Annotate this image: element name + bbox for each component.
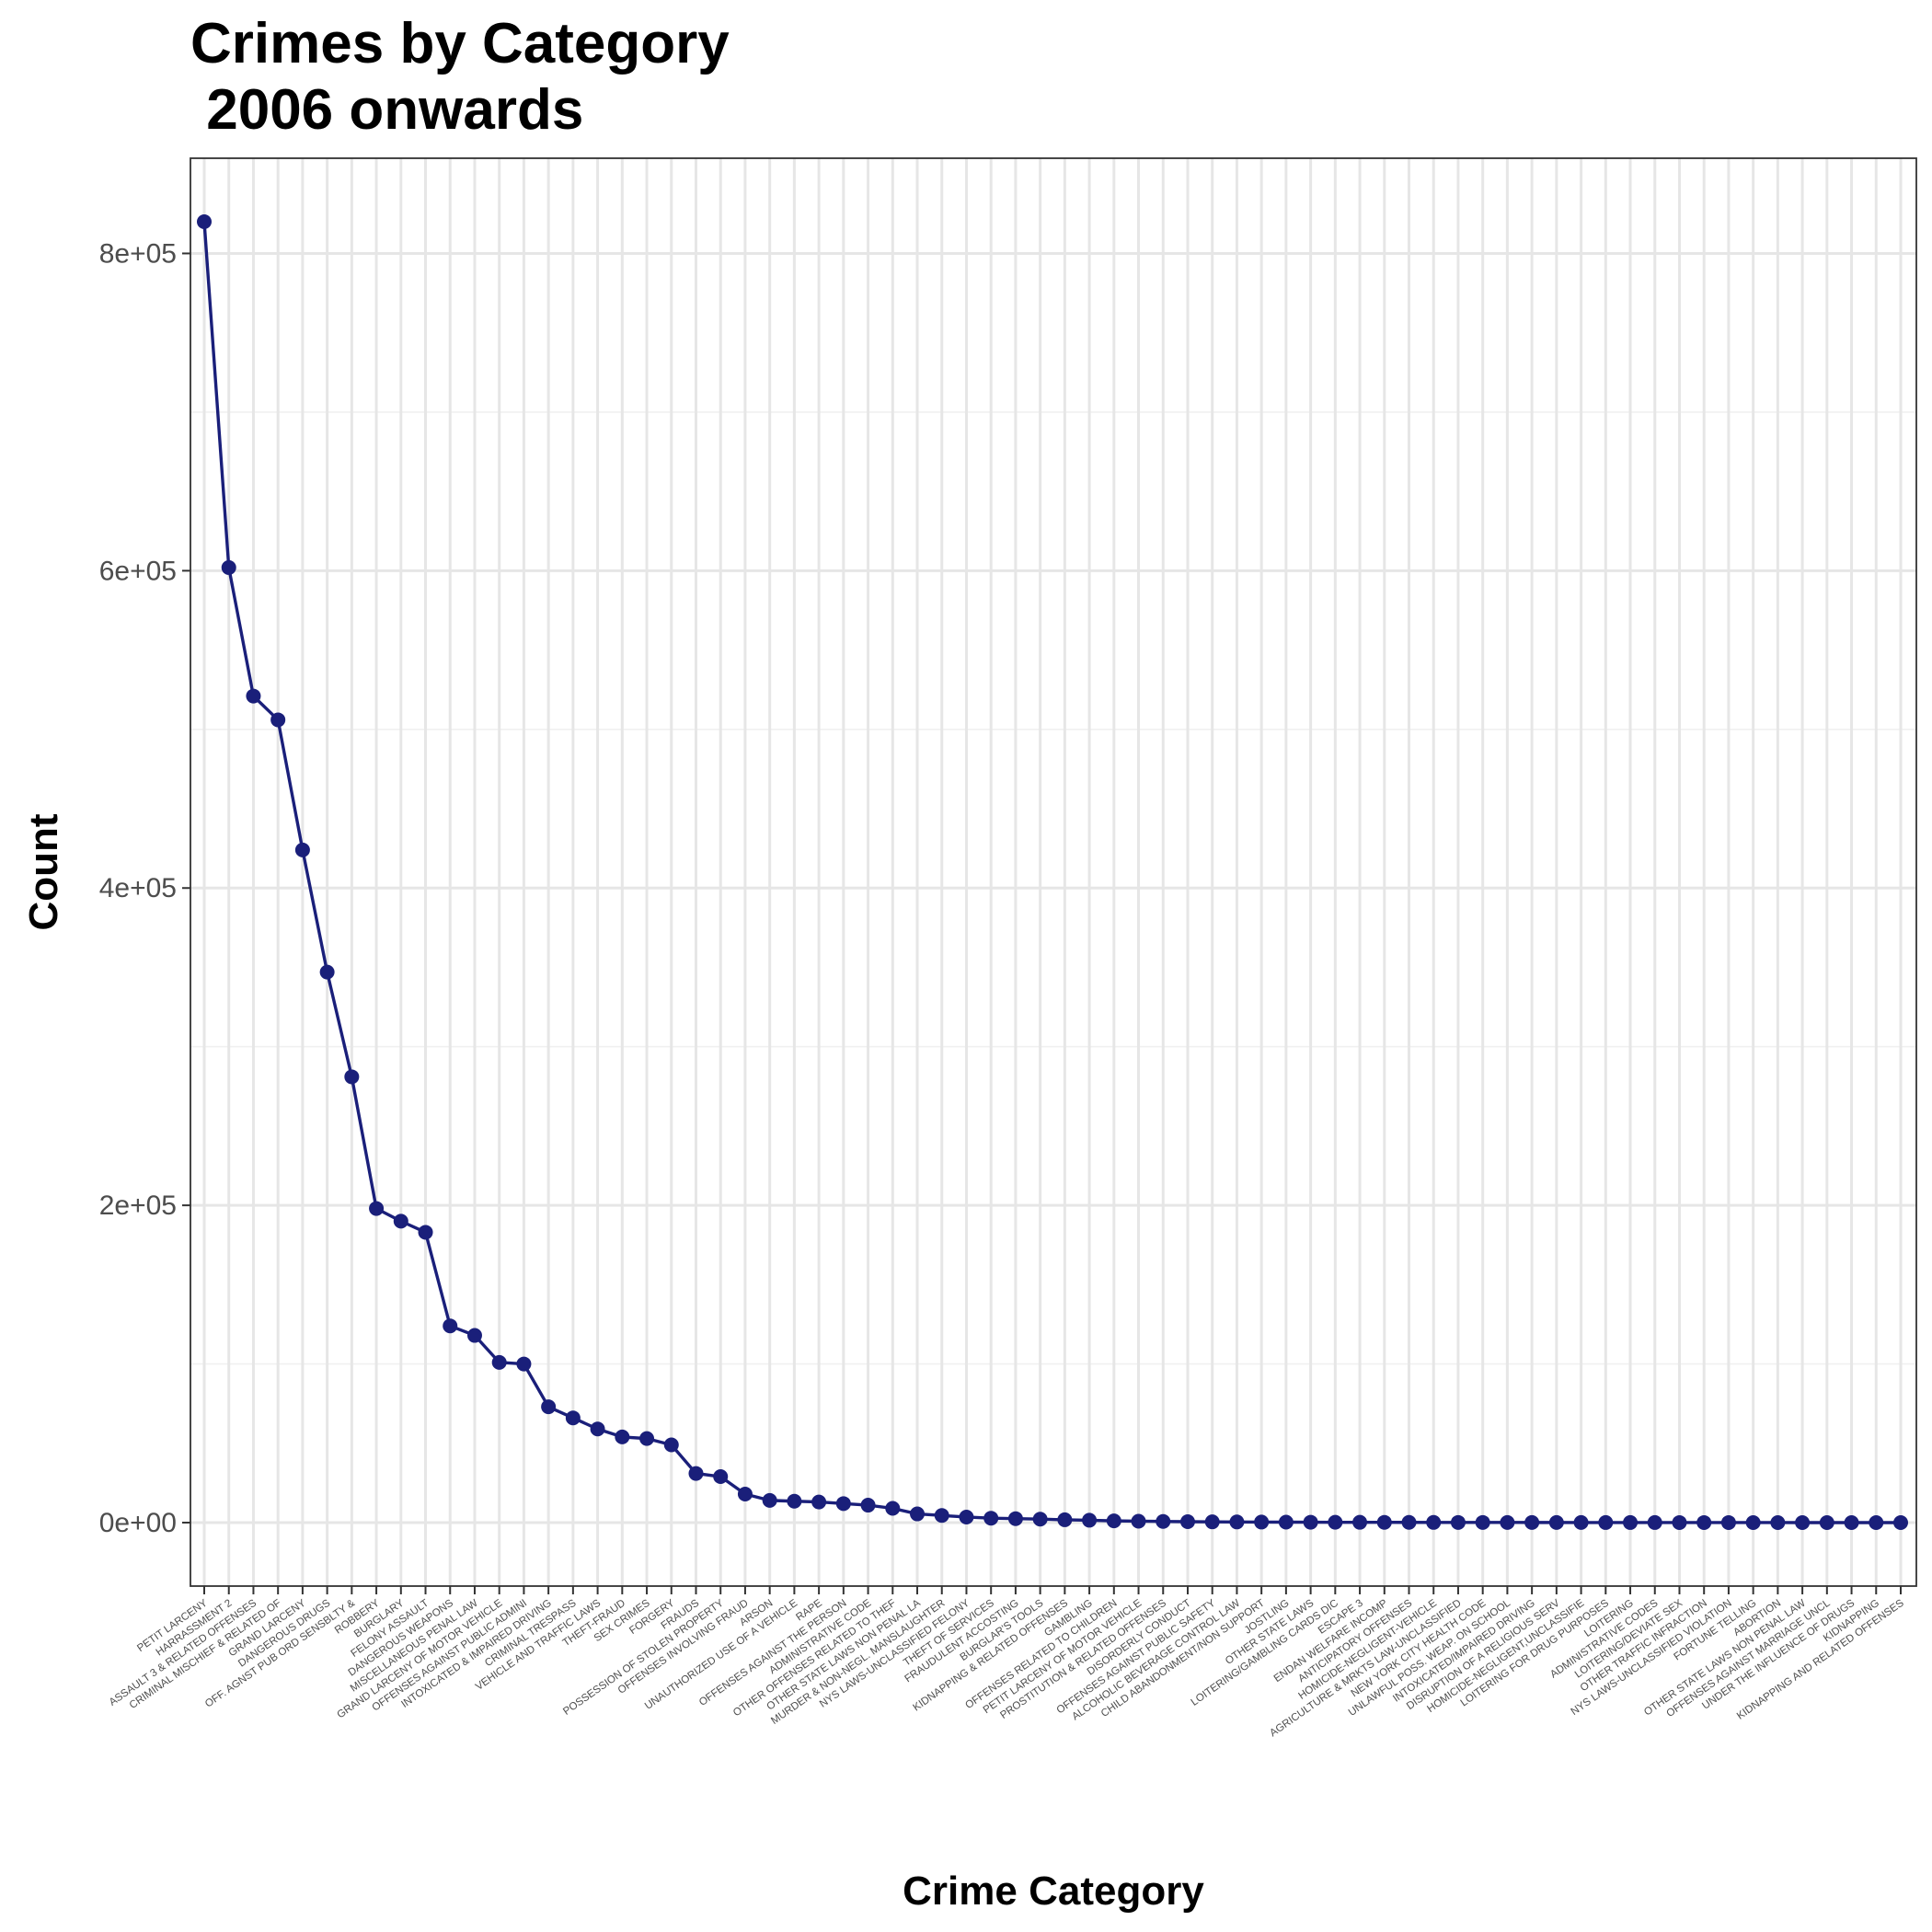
data-point bbox=[294, 842, 310, 857]
data-point bbox=[1647, 1514, 1662, 1530]
data-point bbox=[934, 1508, 949, 1524]
data-point bbox=[1672, 1514, 1687, 1530]
data-point bbox=[590, 1421, 605, 1437]
data-point bbox=[565, 1410, 581, 1426]
data-point bbox=[1278, 1514, 1294, 1530]
data-point bbox=[688, 1466, 704, 1481]
chart-title-line-2: 2006 onwards bbox=[190, 78, 583, 142]
data-point bbox=[885, 1501, 901, 1516]
y-axis: 0e+00 2e+05 4e+05 6e+05 8e+05 bbox=[99, 238, 190, 1538]
data-point bbox=[1745, 1514, 1761, 1530]
data-point bbox=[959, 1509, 974, 1524]
data-point bbox=[1352, 1514, 1368, 1530]
y-axis-title: Count bbox=[21, 813, 66, 930]
data-point bbox=[1426, 1514, 1442, 1530]
data-point bbox=[1401, 1514, 1417, 1530]
data-point bbox=[1376, 1514, 1392, 1530]
plot-panel-border bbox=[190, 157, 1917, 1587]
data-point bbox=[1524, 1514, 1540, 1530]
data-point bbox=[197, 213, 212, 229]
y-tick-label: 6e+05 bbox=[99, 556, 177, 586]
data-point bbox=[466, 1328, 482, 1343]
y-tick-label: 8e+05 bbox=[99, 238, 177, 269]
data-point bbox=[910, 1506, 926, 1522]
data-point bbox=[1303, 1514, 1318, 1530]
y-tick-label: 4e+05 bbox=[99, 873, 177, 903]
data-series bbox=[197, 213, 1908, 1531]
data-point bbox=[1770, 1514, 1786, 1530]
data-point bbox=[369, 1201, 385, 1216]
data-point bbox=[811, 1494, 827, 1510]
data-point bbox=[1598, 1514, 1614, 1530]
data-point bbox=[615, 1429, 630, 1444]
data-point bbox=[860, 1498, 876, 1513]
data-point bbox=[1082, 1512, 1098, 1528]
data-point bbox=[1795, 1514, 1811, 1530]
data-point bbox=[713, 1469, 729, 1485]
chart-title-line-1: Crimes by Category bbox=[190, 12, 730, 75]
data-point bbox=[1819, 1514, 1834, 1530]
data-point bbox=[1696, 1514, 1712, 1530]
data-point bbox=[319, 964, 335, 980]
data-point bbox=[491, 1354, 507, 1370]
x-axis-title: Crime Category bbox=[903, 1869, 1204, 1914]
data-point bbox=[1057, 1512, 1073, 1527]
data-point bbox=[983, 1511, 999, 1526]
data-point bbox=[835, 1496, 851, 1512]
grid-lines bbox=[190, 158, 1916, 1586]
y-tick-label: 2e+05 bbox=[99, 1190, 177, 1221]
data-point bbox=[344, 1069, 360, 1085]
data-point bbox=[1893, 1515, 1908, 1531]
series-line bbox=[202, 221, 1902, 1524]
data-point bbox=[541, 1399, 557, 1415]
data-point bbox=[1623, 1514, 1639, 1530]
data-point bbox=[1500, 1514, 1515, 1530]
data-point bbox=[1720, 1514, 1736, 1530]
data-point bbox=[418, 1225, 433, 1240]
data-point bbox=[1106, 1513, 1121, 1529]
data-point bbox=[1229, 1514, 1245, 1530]
data-point bbox=[221, 559, 236, 575]
data-point bbox=[1844, 1515, 1859, 1531]
data-point bbox=[1869, 1515, 1884, 1531]
data-point bbox=[393, 1213, 408, 1229]
data-point bbox=[1475, 1514, 1490, 1530]
y-tick-label: 0e+00 bbox=[99, 1508, 177, 1538]
data-point bbox=[1179, 1513, 1195, 1529]
data-point bbox=[639, 1431, 655, 1446]
data-point bbox=[1007, 1511, 1023, 1526]
data-point bbox=[787, 1493, 802, 1509]
data-point bbox=[1131, 1513, 1146, 1529]
data-point bbox=[1548, 1514, 1564, 1530]
data-point bbox=[1032, 1512, 1048, 1527]
data-point bbox=[1156, 1513, 1171, 1529]
data-point bbox=[1450, 1514, 1466, 1530]
data-point bbox=[1204, 1514, 1220, 1530]
data-point bbox=[270, 712, 286, 728]
data-point bbox=[443, 1318, 458, 1334]
data-point bbox=[762, 1492, 777, 1508]
data-point bbox=[246, 688, 261, 704]
data-point bbox=[737, 1486, 753, 1501]
data-point bbox=[516, 1356, 532, 1372]
data-point bbox=[1328, 1514, 1343, 1530]
data-point bbox=[1573, 1514, 1589, 1530]
data-point bbox=[1254, 1514, 1270, 1530]
data-point bbox=[663, 1437, 679, 1453]
